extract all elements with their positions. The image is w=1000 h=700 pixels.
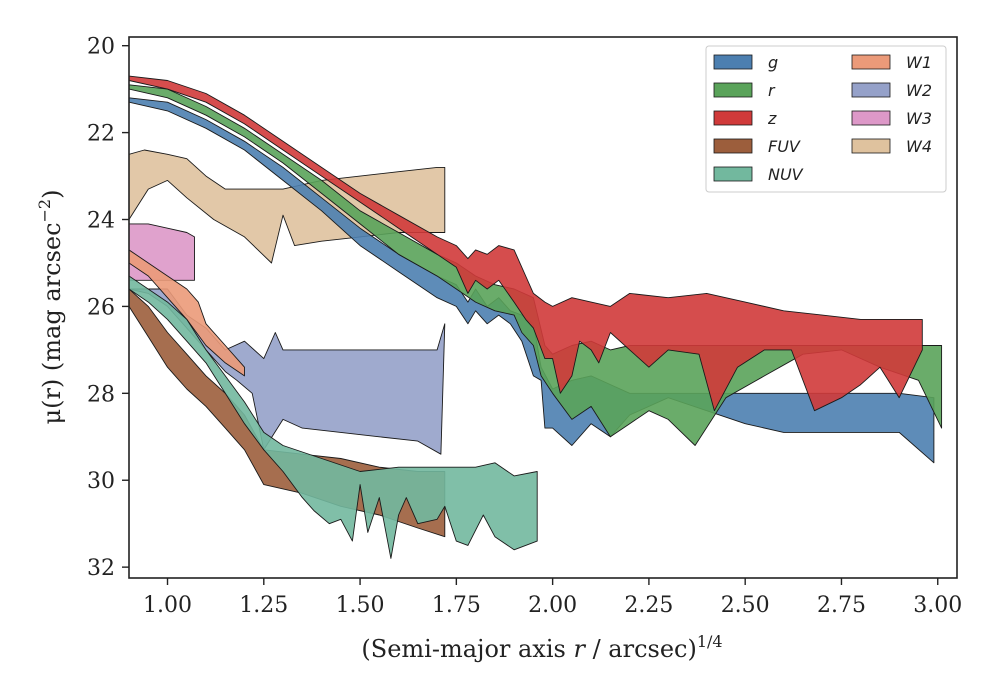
x-tick-label: 3.00 [913, 593, 962, 618]
legend-entry-w2: W2 [851, 81, 932, 100]
y-tick-label: 20 [87, 35, 115, 60]
legend-label: FUV [768, 137, 801, 156]
legend-entry-w1: W1 [851, 53, 932, 72]
x-tick-label: 2.50 [721, 593, 770, 618]
x-tick-label: 2.25 [624, 593, 673, 618]
y-tick-label: 30 [87, 469, 115, 494]
legend-label: W3 [906, 109, 932, 128]
profile-bands [129, 75, 943, 559]
legend-label: NUV [768, 165, 804, 184]
legend-entry-w4: W4 [851, 137, 932, 156]
x-tick-label: 1.25 [239, 593, 288, 618]
y-axis-label: μ(r) (mag arcsec−2) [35, 190, 66, 425]
x-tick-label: 1.50 [336, 593, 385, 618]
x-tick-label: 2.00 [528, 593, 577, 618]
y-tick-label: 24 [87, 209, 115, 234]
x-tick-label: 1.75 [432, 593, 481, 618]
y-tick-label: 32 [87, 556, 115, 581]
legend-swatch [713, 82, 753, 98]
band-nuv [129, 275, 538, 559]
legend-swatch [713, 110, 753, 126]
legend-entry-z: z [713, 109, 777, 128]
legend-swatch [851, 54, 891, 70]
legend-entry-nuv: NUV [713, 165, 804, 184]
plot-frame [128, 36, 958, 579]
legend-label: g [768, 53, 778, 72]
legend-swatch [713, 138, 753, 154]
y-tick-label: 28 [87, 382, 115, 407]
legend-label: r [768, 81, 776, 100]
band-w2 [129, 288, 446, 455]
legend-label: W1 [906, 53, 932, 72]
legend-label: W2 [906, 81, 932, 100]
axes: 1.00 1.25 1.50 1.75 2.00 2.25 2.50 2.75 3.00 20 22… [87, 35, 962, 618]
legend-entry-fuv: FUV [713, 137, 801, 156]
legend-entry-r: r [713, 81, 776, 100]
legend-swatch [713, 166, 753, 182]
band-z [129, 75, 923, 412]
legend-swatch [851, 110, 891, 126]
legend-swatch [851, 138, 891, 154]
legend-label: z [767, 109, 777, 128]
x-axis-label: (Semi-major axis r / arcsec)1/4 [361, 632, 722, 663]
legend-swatch [851, 82, 891, 98]
legend-swatch [713, 54, 753, 70]
band-w1 [129, 249, 245, 377]
legend-box [705, 45, 947, 193]
legend: grz FUV NUV W1 W2 W3 W4 [705, 45, 947, 193]
y-tick-label: 22 [87, 122, 115, 147]
legend-entry-g: g [713, 53, 778, 72]
band-g [129, 97, 935, 464]
legend-label: W4 [906, 137, 932, 156]
x-tick-label: 1.00 [143, 593, 192, 618]
y-tick-label: 26 [87, 295, 115, 320]
legend-entry-w3: W3 [851, 109, 932, 128]
x-tick-label: 2.75 [817, 593, 866, 618]
